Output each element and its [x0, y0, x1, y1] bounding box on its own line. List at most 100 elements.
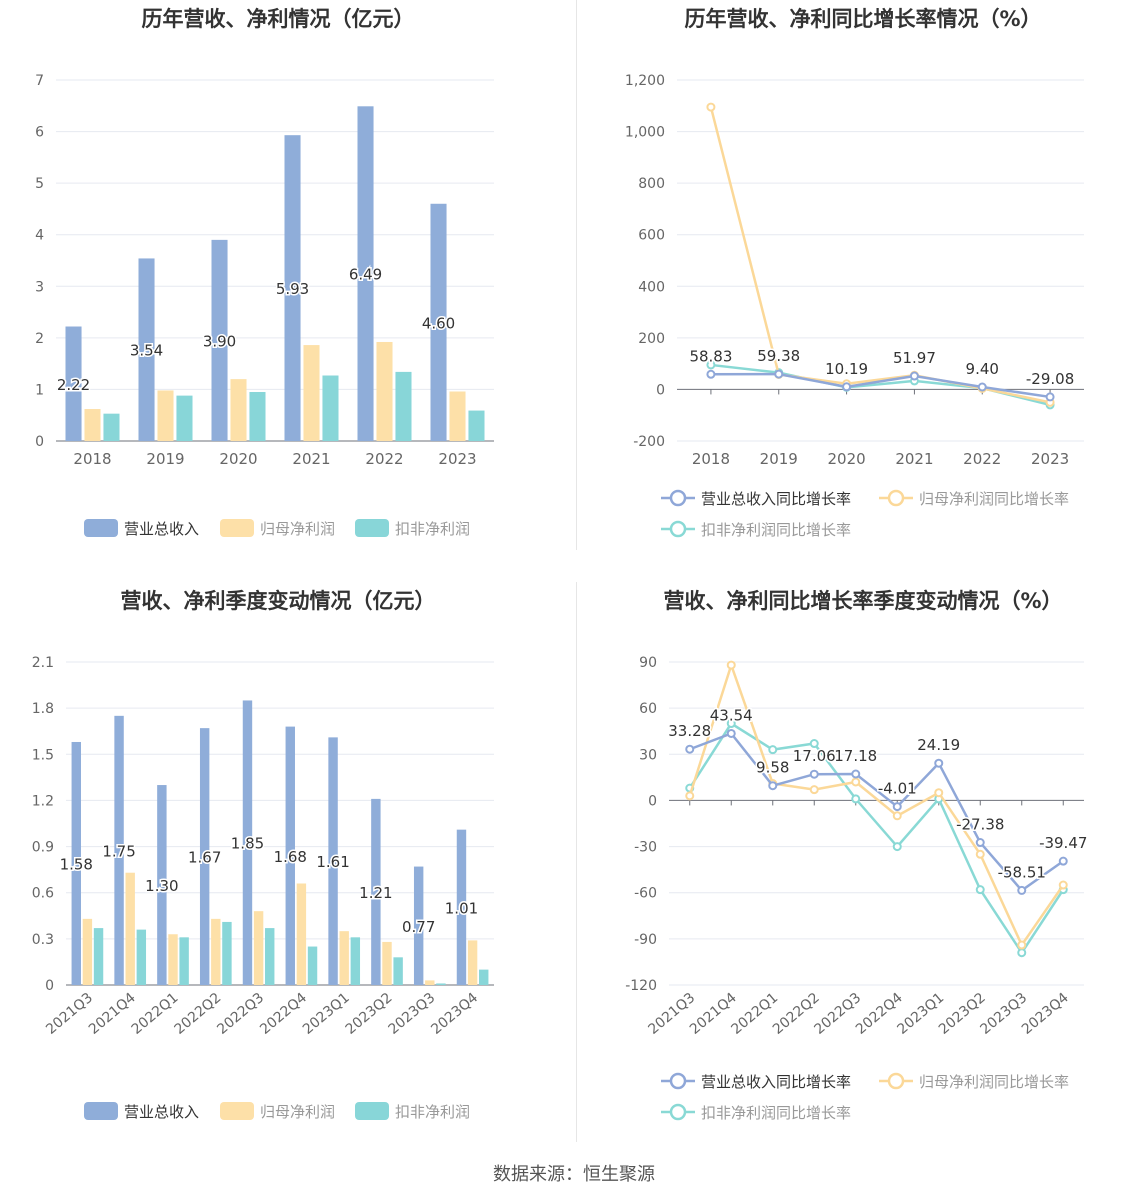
- bar-deducted-profit: [393, 957, 403, 985]
- line-point: [685, 744, 695, 754]
- line-point: [892, 811, 902, 821]
- legend-marker: [669, 489, 687, 507]
- bar-revenue: [456, 829, 467, 985]
- bar-data-label: 1.67: [188, 849, 221, 867]
- bar-net-profit: [211, 918, 221, 985]
- legend-label: 归母净利润同比增长率: [919, 490, 1069, 508]
- line-revenue-growth: [689, 731, 1064, 893]
- x-tick-label: 2023Q4: [1019, 990, 1072, 1038]
- legend-marker: [669, 520, 687, 538]
- line-data-label: 51.97: [893, 349, 936, 367]
- x-tick-label: 2022: [963, 450, 1001, 468]
- bar-net-profit: [84, 409, 101, 441]
- bar-revenue: [199, 728, 210, 985]
- legend-swatch: [355, 1102, 389, 1120]
- vertical-divider-top: [576, 0, 577, 550]
- line-point: [892, 802, 902, 812]
- bar-net-profit: [125, 872, 135, 985]
- bar-data-label: 2.22: [57, 376, 90, 394]
- y-tick-label: 3: [35, 279, 44, 295]
- line-point: [1017, 948, 1027, 958]
- y-tick-label: 1: [35, 382, 44, 398]
- line-point: [1058, 856, 1068, 866]
- bar-data-label: 1.75: [102, 842, 135, 860]
- line-point: [975, 849, 985, 859]
- line-point: [809, 739, 819, 749]
- y-tick-label: 600: [638, 228, 665, 244]
- line-data-label: 10.19: [825, 360, 868, 378]
- line-point: [774, 369, 784, 379]
- x-tick-label: 2023: [1031, 450, 1069, 468]
- y-tick-label: 30: [639, 747, 657, 763]
- line-point: [975, 885, 985, 895]
- x-tick-label: 2023Q1: [300, 990, 353, 1038]
- x-tick-label: 2021Q3: [43, 990, 96, 1038]
- y-tick-label: 0.9: [32, 840, 54, 856]
- line-point: [706, 102, 716, 112]
- y-tick-label: 800: [638, 176, 665, 192]
- bar-revenue: [157, 785, 167, 985]
- bar-net-profit: [425, 980, 435, 985]
- bar-deducted-profit: [436, 983, 446, 985]
- line-point: [977, 382, 987, 392]
- line-data-label: -4.01: [878, 780, 917, 798]
- bar-deducted-profit: [249, 392, 266, 441]
- legend-label: 扣非净利润同比增长率: [701, 1104, 851, 1122]
- line-data-label: 33.28: [668, 722, 711, 740]
- line-net-profit-growth: [688, 661, 1065, 948]
- line-point: [1017, 885, 1027, 895]
- x-tick-label: 2020: [219, 450, 257, 468]
- legend-swatch: [355, 519, 389, 537]
- y-tick-label: 0: [648, 793, 657, 809]
- y-tick-label: -200: [633, 434, 665, 450]
- data-source-footer: 数据来源：恒生聚源: [493, 1164, 655, 1185]
- x-tick-label: 2021: [895, 450, 933, 468]
- legend-swatch: [84, 519, 118, 537]
- bar-data-label: 6.49: [349, 266, 382, 284]
- line-data-label: 43.54: [710, 706, 753, 724]
- x-tick-label: 2023Q3: [386, 990, 439, 1038]
- line-deducted-profit-growth: [688, 721, 1065, 955]
- y-tick-label: -90: [634, 932, 657, 948]
- bar-data-label: 5.93: [276, 280, 309, 298]
- bar-net-profit: [230, 379, 247, 441]
- quarterly-growth-chart: 营收、净利同比增长率季度变动情况（%） -120 -90 -60 -30 0 30 60 90 2…: [625, 589, 1089, 1122]
- chart-title: 营收、净利同比增长率季度变动情况（%）: [663, 589, 1062, 613]
- bar-revenue: [328, 737, 338, 985]
- y-tick-label: 1.8: [32, 701, 54, 717]
- y-tick-label: 0.3: [32, 932, 54, 948]
- line-deducted-profit-growth: [710, 363, 1051, 407]
- line-data-label: 9.40: [966, 360, 999, 378]
- bar-revenue: [71, 741, 81, 985]
- chart-title: 历年营收、净利同比增长率情况（%）: [684, 7, 1041, 31]
- line-data-label: -58.51: [998, 863, 1046, 881]
- legend-label: 营业总收入: [124, 520, 199, 538]
- bar-net-profit: [449, 391, 466, 441]
- x-tick-label: 2018: [692, 450, 730, 468]
- bar-net-profit: [339, 931, 349, 985]
- x-tick-label: 2023Q2: [343, 990, 396, 1038]
- line-data-label: -27.38: [956, 816, 1004, 834]
- y-tick-label: 1.5: [32, 747, 54, 763]
- y-tick-label: 1,000: [625, 125, 665, 141]
- bar-data-label: 1.61: [316, 853, 349, 871]
- line-point: [934, 788, 944, 798]
- y-tick-label: 6: [35, 125, 44, 141]
- line-data-label: 24.19: [917, 736, 960, 754]
- bar-data-label: 0.77: [402, 918, 435, 936]
- bar-data-label: 1.21: [359, 884, 392, 902]
- line-point: [1058, 880, 1068, 890]
- bar-data-label: 1.01: [445, 899, 478, 917]
- bar-net-profit: [296, 883, 307, 985]
- legend-label: 营业总收入: [124, 1103, 199, 1121]
- bar-revenue: [371, 798, 381, 985]
- bar-data-label: 1.85: [231, 835, 264, 853]
- legend-swatch: [220, 1102, 254, 1120]
- bar-revenue: [114, 715, 124, 985]
- x-tick-label: 2022Q3: [214, 990, 267, 1038]
- y-tick-label: 7: [35, 73, 44, 89]
- line-point: [851, 794, 861, 804]
- line-data-label: 9.58: [756, 759, 789, 777]
- bar-deducted-profit: [307, 946, 318, 985]
- y-tick-label: 0.6: [32, 886, 54, 902]
